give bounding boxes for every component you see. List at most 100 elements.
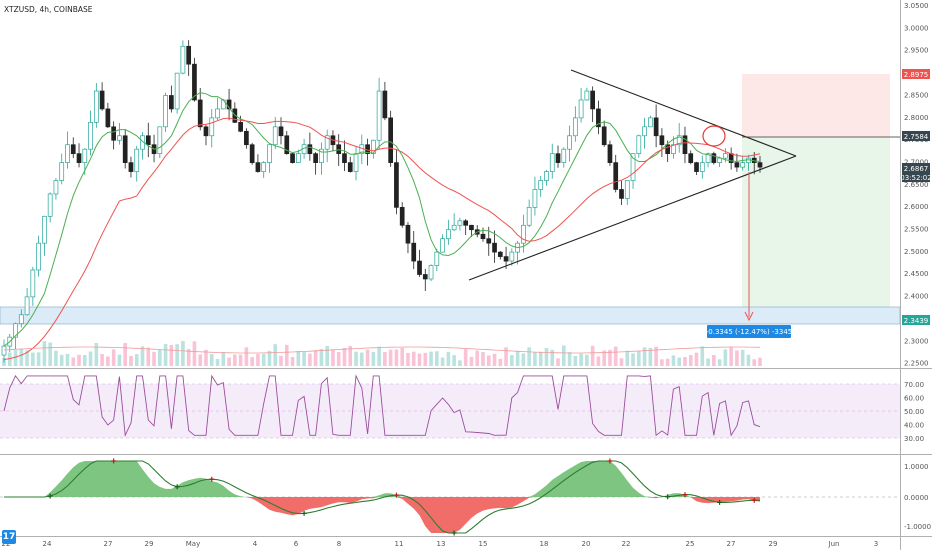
candle-body [244, 130, 249, 146]
candle-body [428, 265, 434, 280]
volume-bar [238, 354, 243, 366]
price-tick-label: 2.3000 [904, 337, 929, 345]
tradingview-logo[interactable]: 17 [2, 530, 16, 544]
volume-bar [573, 355, 578, 366]
candle-body [584, 90, 590, 101]
candle-body [480, 233, 486, 240]
candle-body [549, 153, 555, 172]
volume-bar [527, 347, 531, 366]
oscillator-indicator [4, 458, 761, 536]
volume-bar [631, 353, 635, 366]
candle-body [457, 220, 463, 226]
price-tick-label: 2.8000 [904, 114, 929, 122]
candle-body [197, 99, 203, 128]
time-axis[interactable]: 22 24 27 29 May 4 6 8 11 13 15 18 20 22 25 27 29 Jun 3 [2, 540, 879, 548]
candle-body [36, 242, 41, 271]
price-tick-label: 2.6000 [904, 203, 929, 211]
candle-body [688, 153, 694, 163]
volume-bar [221, 352, 226, 366]
volume-bar [308, 353, 312, 366]
volume-bar [735, 350, 739, 366]
candle-body [88, 121, 93, 150]
volume-bar [129, 355, 133, 366]
triangle-lower-line[interactable] [468, 155, 797, 281]
volume-bar [440, 357, 445, 366]
candle-body [117, 135, 122, 141]
oscillator-axis[interactable]: 1.0000 0.0000 -1.0000 [904, 463, 931, 531]
candle-body [65, 144, 70, 163]
volume-bar [602, 350, 606, 366]
time-tick-label: Jun [828, 540, 840, 548]
volume-bar [106, 356, 110, 366]
volume-bar [411, 351, 416, 366]
candle-body [180, 45, 186, 74]
candle-body [267, 144, 272, 163]
volume-bar [319, 348, 324, 366]
countdown-tag: 03:52:02 [900, 174, 931, 182]
candle-body [157, 126, 163, 155]
volume-bar [498, 358, 503, 366]
volume-bar [348, 345, 353, 366]
rsi-tick-label: 40.00 [904, 422, 924, 430]
volume-bar [302, 352, 306, 366]
price-tick-label: 2.5500 [904, 226, 929, 234]
volume-bar [740, 349, 745, 366]
volume-bar [637, 351, 641, 366]
highlight-circle[interactable] [702, 125, 726, 147]
candle-body [47, 193, 53, 217]
volume-bar [388, 349, 393, 366]
triangle-upper-line[interactable] [570, 69, 797, 157]
candle-body [261, 162, 267, 172]
candle-body [238, 121, 243, 132]
candle-body [578, 99, 584, 119]
candle-body [705, 153, 711, 163]
candle-body [70, 144, 76, 155]
candle-body [122, 135, 128, 163]
volume-bar [394, 349, 399, 366]
volume-bar [712, 354, 716, 366]
volume-bar [469, 356, 474, 366]
entry-price-tag: 2.7584 [904, 133, 929, 141]
candle-body [82, 148, 88, 163]
rsi-line [3, 374, 761, 437]
volume-bar [406, 352, 410, 366]
osc-tick-label: -1.0000 [904, 523, 931, 531]
candles[interactable] [1, 40, 763, 363]
volume-bars [2, 340, 762, 366]
volume-bar [244, 347, 249, 366]
volume-bar [71, 357, 76, 366]
time-tick-label: 13 [437, 540, 446, 548]
volume-bar [492, 353, 497, 366]
candle-body [145, 135, 151, 146]
volume-bar [140, 346, 145, 366]
volume-bar [279, 355, 283, 366]
volume-bar [642, 347, 647, 366]
volume-bar [65, 353, 70, 366]
volume-bar [186, 348, 191, 366]
candle-body [619, 189, 624, 199]
support-band [0, 306, 901, 325]
volume-bar [486, 355, 491, 366]
volume-bar [25, 350, 29, 366]
candle-body [93, 90, 99, 123]
candle-body [30, 269, 36, 298]
volume-bar [227, 357, 231, 366]
volume-bar [694, 352, 699, 366]
price-axis[interactable]: 3.05003.00002.95002.90002.85002.80002.75… [904, 2, 929, 368]
rsi-indicator [3, 374, 761, 437]
time-tick-label: 15 [479, 540, 488, 548]
candle-body [446, 229, 451, 240]
candle-body [665, 144, 671, 155]
volume-bar [429, 351, 433, 366]
volume-bar [590, 345, 595, 366]
volume-bar [752, 359, 757, 366]
osc-positive-area [4, 461, 760, 497]
rsi-axis[interactable]: 70.00 60.00 50.00 40.00 30.00 [904, 381, 924, 443]
candle-body [319, 148, 324, 163]
candle-body [636, 135, 642, 155]
candle-body [255, 162, 261, 172]
volume-bar [619, 358, 624, 366]
volume-bar [94, 342, 99, 366]
volume-bar [452, 355, 456, 366]
